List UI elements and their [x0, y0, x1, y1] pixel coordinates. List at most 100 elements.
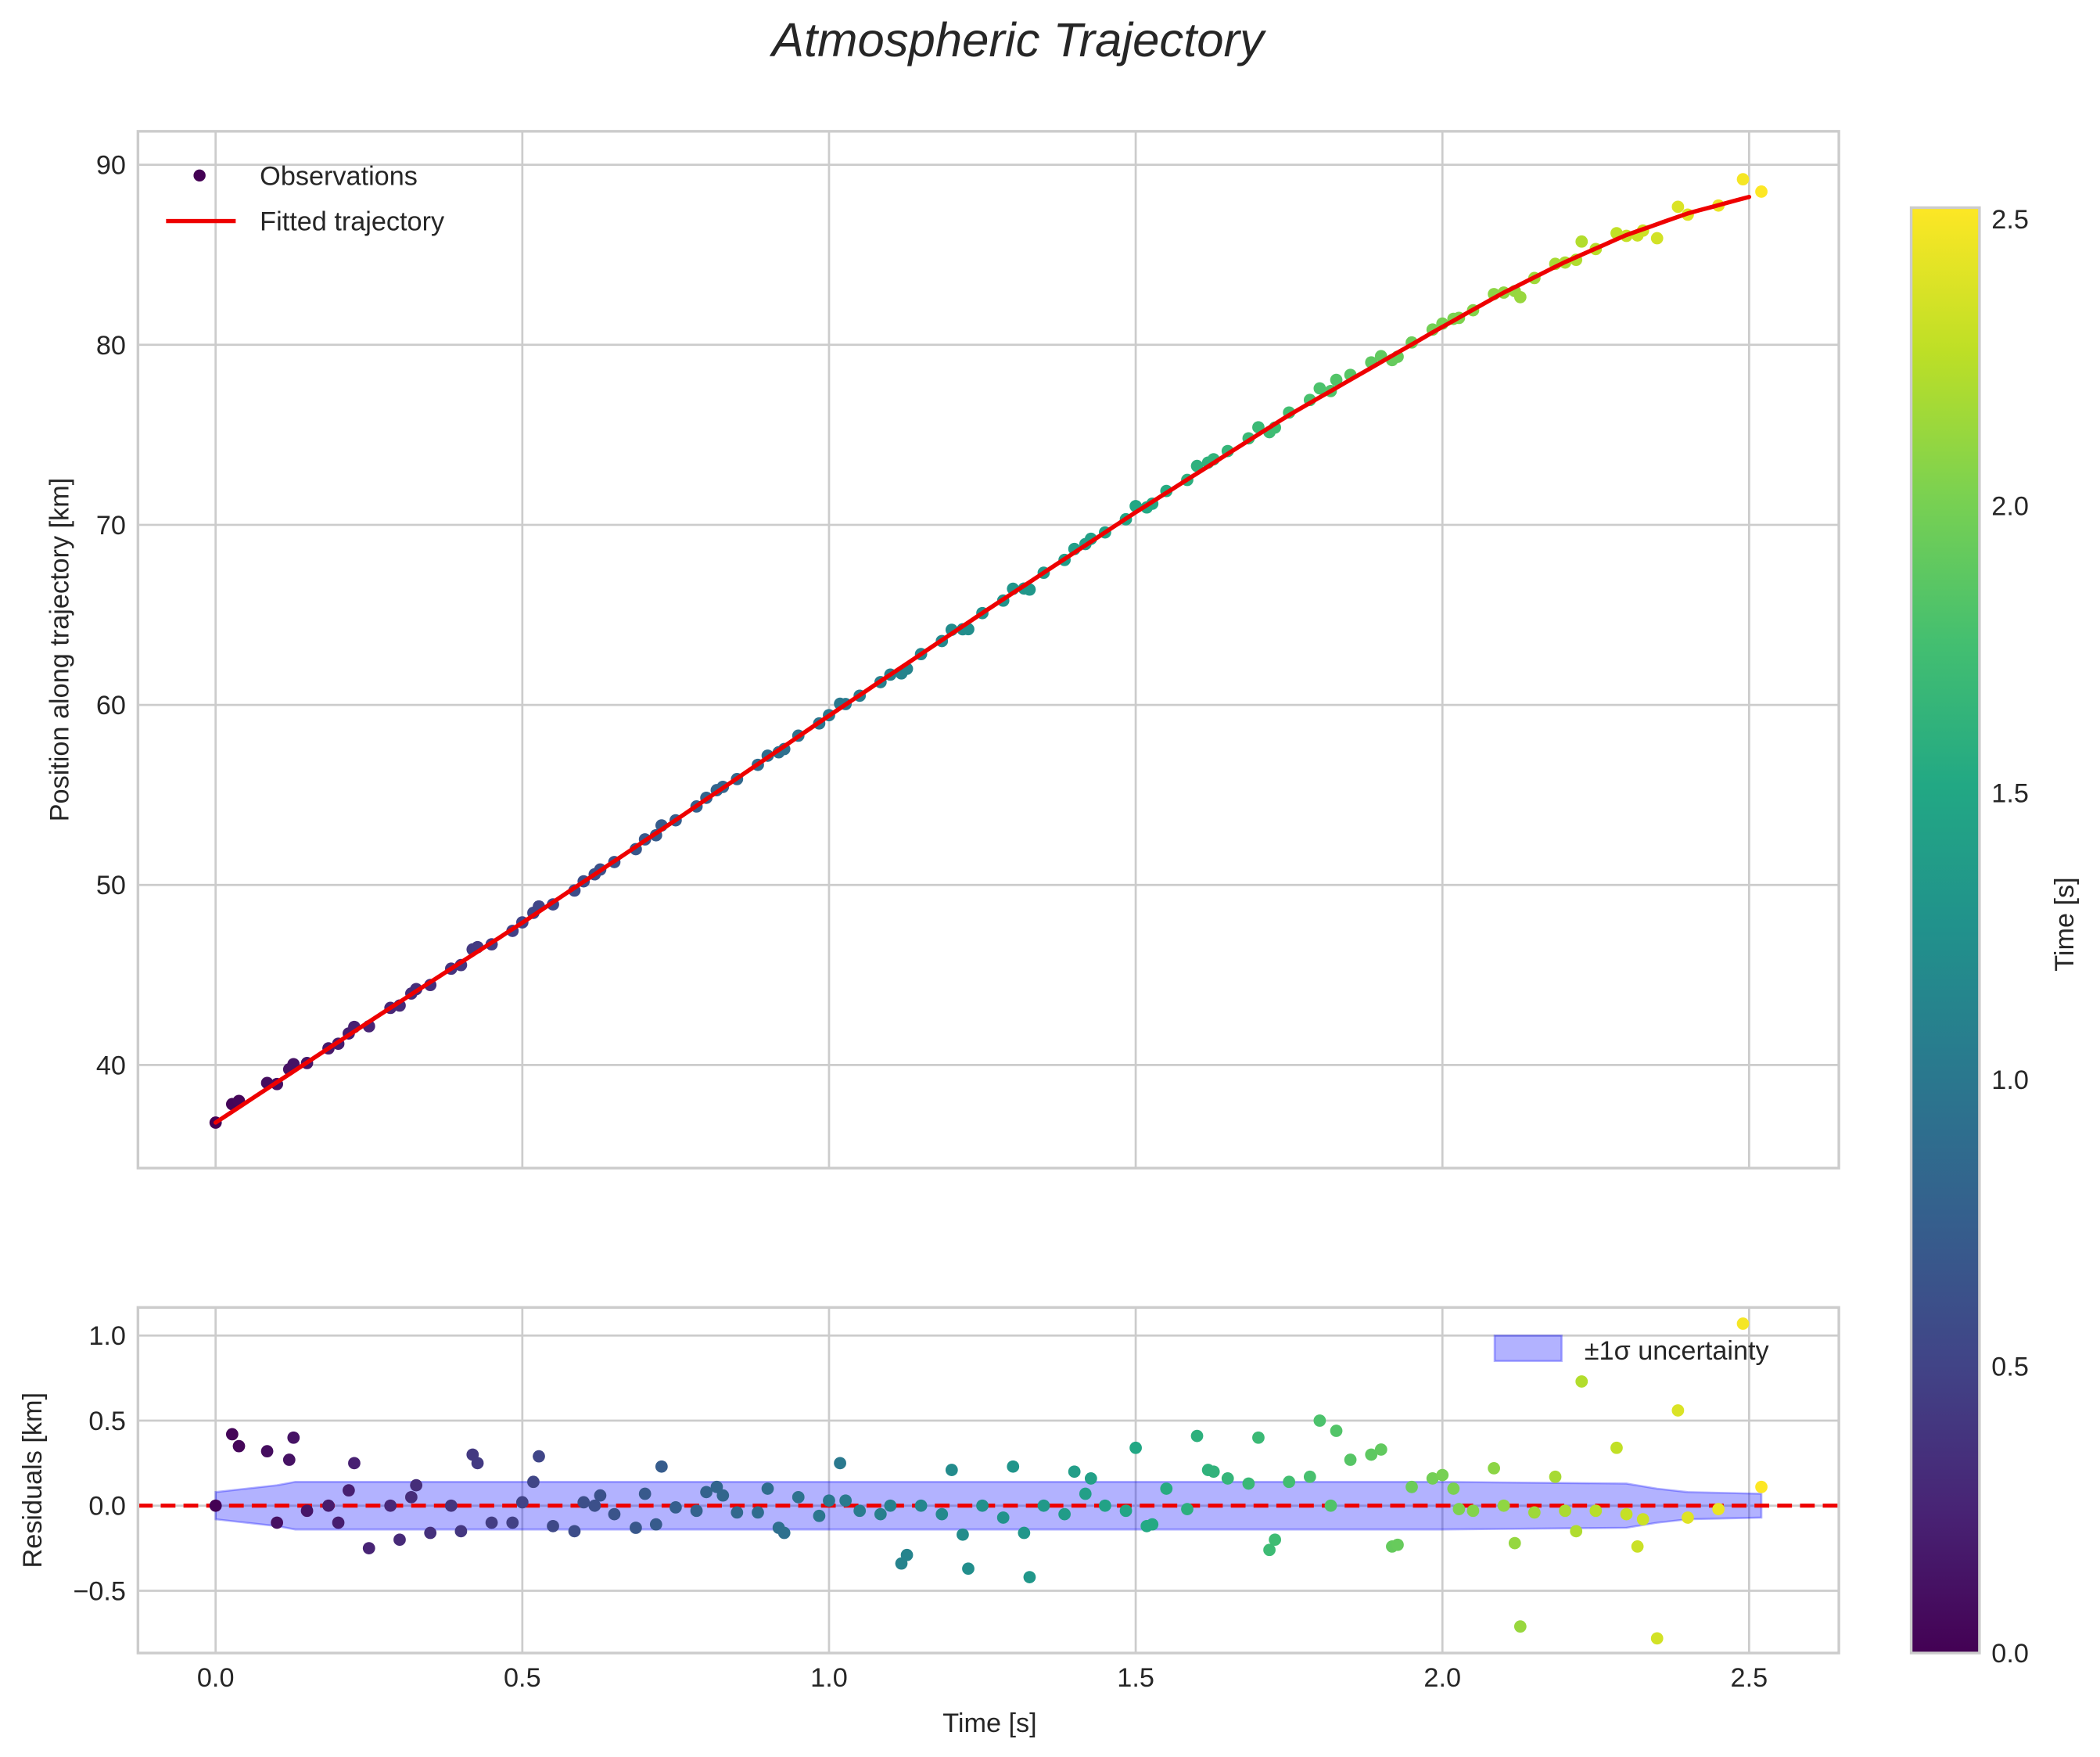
residual-point [1084, 1472, 1097, 1485]
residual-point [424, 1526, 437, 1540]
residual-point [232, 1439, 246, 1453]
residual-point [777, 1526, 791, 1540]
residual-point [1513, 1620, 1527, 1633]
residual-point [1303, 1470, 1316, 1483]
residual-point [1068, 1465, 1081, 1479]
residual-point [287, 1431, 300, 1444]
residual-point [384, 1499, 397, 1512]
residual-point [608, 1507, 621, 1521]
residual-point [976, 1499, 989, 1512]
residual-point [454, 1525, 468, 1538]
residual-point [577, 1496, 591, 1509]
residual-point [260, 1445, 274, 1458]
observation-point [1575, 235, 1588, 248]
y-tick-label: 90 [96, 151, 126, 181]
observation-point [1330, 373, 1343, 386]
residual-point [900, 1548, 914, 1561]
legend-uncertainty-label: ±1σ uncertainty [1585, 1336, 1770, 1366]
residual-point [1405, 1480, 1418, 1493]
observation-point [1671, 200, 1685, 214]
legend-fitted-label: Fitted trajectory [260, 207, 445, 237]
top-y-tick-labels: 40 50 60 70 80 90 [96, 151, 126, 1081]
residual-point [716, 1489, 730, 1502]
residual-point [1610, 1441, 1623, 1454]
residual-point [1344, 1453, 1357, 1466]
colorbar-tick: 1.0 [1991, 1065, 2029, 1095]
residual-point [1488, 1462, 1500, 1475]
residual-point [1058, 1507, 1071, 1521]
residual-point [884, 1499, 897, 1512]
residual-point [1242, 1477, 1255, 1490]
residual-point [945, 1464, 958, 1476]
top-grid [138, 131, 1840, 1169]
bottom-y-axis-label: Residuals [km] [18, 1392, 48, 1568]
residual-point [1190, 1429, 1204, 1443]
observation-point [1755, 185, 1768, 198]
y-tick-label: 1.0 [88, 1321, 126, 1351]
uncertainty-legend-swatch [1493, 1334, 1563, 1363]
residual-point [506, 1516, 519, 1529]
top-y-axis-label: Position along trajectory [km] [45, 478, 74, 822]
residual-point [1755, 1480, 1768, 1493]
residual-point [444, 1499, 458, 1512]
residual-point [1631, 1540, 1644, 1553]
residual-point [588, 1499, 601, 1512]
residual-point [1129, 1441, 1142, 1454]
residual-point [1575, 1375, 1588, 1388]
residual-point [823, 1494, 835, 1507]
residual-point [1079, 1487, 1092, 1500]
residual-point [1452, 1503, 1466, 1515]
observation-point [1513, 290, 1527, 304]
residual-point [957, 1528, 969, 1541]
chart-title: Atmospheric Trajectory [769, 13, 1266, 67]
y-tick-label: 70 [96, 511, 126, 541]
bottom-axes-frame [136, 1306, 1840, 1655]
residual-point [1374, 1443, 1387, 1456]
residual-point [348, 1457, 361, 1470]
colorbar-tick: 0.5 [1991, 1352, 2029, 1382]
residual-point [1549, 1470, 1562, 1483]
residual-point [1252, 1431, 1265, 1444]
residual-point [1221, 1472, 1234, 1485]
x-tick-label: 2.0 [1423, 1663, 1461, 1693]
residual-point [914, 1499, 928, 1512]
residual-point [1269, 1533, 1281, 1547]
residual-point [410, 1479, 423, 1492]
residual-point [300, 1504, 314, 1518]
residual-point [690, 1504, 703, 1518]
residual-point [1589, 1504, 1603, 1518]
residual-point [282, 1453, 296, 1466]
observations-legend-marker [193, 169, 206, 182]
residual-point [1283, 1475, 1296, 1489]
residual-point [322, 1499, 335, 1512]
residual-point [1671, 1404, 1685, 1417]
residual-point [630, 1522, 642, 1534]
colorbar-tick: 1.5 [1991, 778, 2029, 808]
residual-point [1181, 1503, 1194, 1515]
residual-point [527, 1475, 540, 1489]
residual-point [1527, 1506, 1541, 1519]
bottom-axes: −0.5 0.0 0.5 1.0 0.0 0.5 1.0 1.5 2.0 2.5 Residua… [18, 1306, 1840, 1738]
residual-point [761, 1482, 774, 1495]
residual-point [874, 1507, 887, 1521]
colorbar-label: Time [s] [2050, 877, 2080, 971]
residual-point [1447, 1482, 1460, 1495]
colorbar: 0.0 0.5 1.0 1.5 2.0 2.5 Time [s] [1909, 205, 2080, 1669]
top-axes: 40 50 60 70 80 90 Position along trajectory [… [45, 130, 1840, 1170]
residual-point [533, 1450, 545, 1463]
y-tick-label: 40 [96, 1051, 126, 1080]
residual-point [393, 1533, 406, 1547]
residual-point [1023, 1571, 1036, 1583]
observation-point [1736, 173, 1750, 186]
x-tick-labels: 0.0 0.5 1.0 1.5 2.0 2.5 [197, 1663, 1768, 1693]
residual-point [1497, 1499, 1510, 1512]
residual-point [962, 1562, 975, 1576]
residual-point [731, 1506, 744, 1519]
residual-point [935, 1507, 949, 1521]
bottom-legend: ±1σ uncertainty [1493, 1334, 1770, 1366]
y-tick-label: 80 [96, 331, 126, 361]
residual-point [1313, 1414, 1326, 1427]
residual-point [1426, 1472, 1439, 1485]
colorbar-gradient [1909, 206, 1981, 1655]
